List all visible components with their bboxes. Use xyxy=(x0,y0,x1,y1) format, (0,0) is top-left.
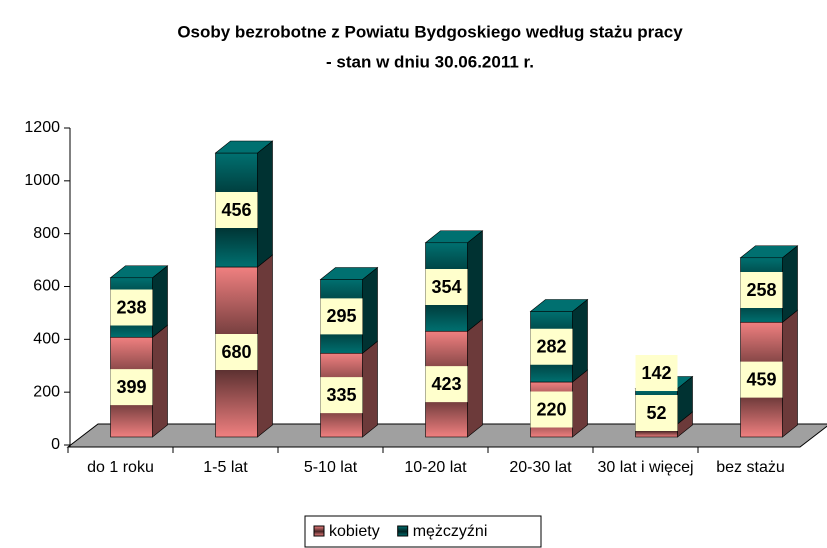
chart-title: Osoby bezrobotne z Powiatu Bydgoskiego w… xyxy=(177,22,683,41)
legend-label: kobiety xyxy=(329,523,380,540)
value-label-box xyxy=(215,334,258,370)
y-tick-label: 1000 xyxy=(24,172,60,189)
x-tick-label: bez stażu xyxy=(716,459,785,476)
value-label: 335 xyxy=(326,385,356,405)
legend-box xyxy=(304,515,542,548)
value-label: 456 xyxy=(221,200,251,220)
value-label-box xyxy=(530,328,573,365)
value-label-box xyxy=(635,355,678,391)
bar-side xyxy=(572,298,588,383)
bar-side xyxy=(257,140,273,268)
value-label-box xyxy=(110,289,153,326)
bar-side xyxy=(362,266,378,354)
bar-top xyxy=(214,140,274,154)
legend-label: mężczyźni xyxy=(413,523,488,540)
value-label: 423 xyxy=(431,374,461,394)
bar-top xyxy=(739,245,799,259)
value-label-box xyxy=(635,395,678,431)
value-label: 354 xyxy=(431,277,461,297)
x-tick-label: 30 lat i więcej xyxy=(597,459,694,476)
value-label-box xyxy=(530,391,573,428)
legend-swatch xyxy=(313,525,325,537)
x-tick-label: 1-5 lat xyxy=(203,459,248,476)
bar-side xyxy=(362,340,378,438)
y-tick-label: 200 xyxy=(33,383,60,400)
value-label: 52 xyxy=(646,403,666,423)
value-label-box xyxy=(320,377,363,414)
y-tick-label: 800 xyxy=(33,225,60,242)
value-label-box xyxy=(740,272,783,308)
bar-top xyxy=(319,267,379,280)
x-tick-label: 20-30 lat xyxy=(509,459,572,476)
bar-top xyxy=(529,299,589,312)
y-tick-label: 1200 xyxy=(24,119,60,136)
y-tick-label: 600 xyxy=(33,278,60,295)
legend-swatch xyxy=(397,525,409,537)
bar-side xyxy=(257,254,273,438)
value-label: 295 xyxy=(326,306,356,326)
bar-side xyxy=(152,324,168,438)
value-label-box xyxy=(215,192,258,228)
bar-top xyxy=(109,265,169,279)
value-label: 459 xyxy=(746,369,776,389)
bar-side xyxy=(467,318,483,438)
value-label: 282 xyxy=(536,337,566,357)
value-label: 220 xyxy=(536,399,566,419)
bar-side xyxy=(152,265,168,338)
value-label-box xyxy=(740,361,783,398)
y-tick-label: 400 xyxy=(33,331,60,348)
bar-side xyxy=(782,309,798,438)
bar-top xyxy=(424,230,484,244)
value-label-box xyxy=(320,298,363,335)
value-label-box xyxy=(425,269,468,305)
value-label: 399 xyxy=(116,377,146,397)
x-tick-label: 10-20 lat xyxy=(404,459,467,476)
value-label: 258 xyxy=(746,280,776,300)
bar-side xyxy=(467,230,483,332)
chart-subtitle: - stan w dniu 30.06.2011 r. xyxy=(326,52,534,71)
value-label-box xyxy=(110,369,153,406)
x-tick-label: 5-10 lat xyxy=(303,459,358,476)
value-label-box xyxy=(425,366,468,403)
x-tick-label: do 1 roku xyxy=(87,459,154,476)
y-tick-label: 0 xyxy=(51,436,60,453)
value-label: 238 xyxy=(116,297,146,317)
bar-side xyxy=(782,245,798,323)
value-label: 142 xyxy=(641,363,671,383)
value-label: 680 xyxy=(221,342,251,362)
